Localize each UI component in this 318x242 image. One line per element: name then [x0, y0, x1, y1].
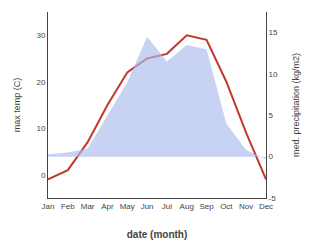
svg-text:Sep: Sep	[199, 202, 214, 211]
svg-text:Jul: Jul	[162, 202, 172, 211]
svg-text:max temp (C): max temp (C)	[12, 78, 22, 133]
svg-text:Dec: Dec	[259, 202, 273, 211]
svg-text:0: 0	[41, 171, 46, 180]
svg-text:10: 10	[36, 124, 45, 133]
svg-text:0: 0	[269, 152, 274, 161]
svg-text:15: 15	[269, 28, 278, 37]
svg-text:May: May	[120, 202, 135, 211]
svg-text:Apr: Apr	[101, 202, 114, 211]
svg-text:Nov: Nov	[239, 202, 253, 211]
svg-text:date (month): date (month)	[127, 229, 188, 240]
svg-text:Jan: Jan	[42, 202, 55, 211]
svg-text:10: 10	[269, 70, 278, 79]
svg-text:5: 5	[269, 111, 274, 120]
svg-text:Mar: Mar	[81, 202, 95, 211]
svg-text:Feb: Feb	[61, 202, 75, 211]
svg-text:-5: -5	[269, 194, 277, 203]
svg-text:Jun: Jun	[141, 202, 154, 211]
svg-text:Aug: Aug	[180, 202, 194, 211]
svg-text:med. precipitation (kg/m2): med. precipitation (kg/m2)	[291, 53, 301, 157]
svg-text:30: 30	[36, 31, 45, 40]
svg-text:Oct: Oct	[220, 202, 233, 211]
svg-text:20: 20	[36, 78, 45, 87]
